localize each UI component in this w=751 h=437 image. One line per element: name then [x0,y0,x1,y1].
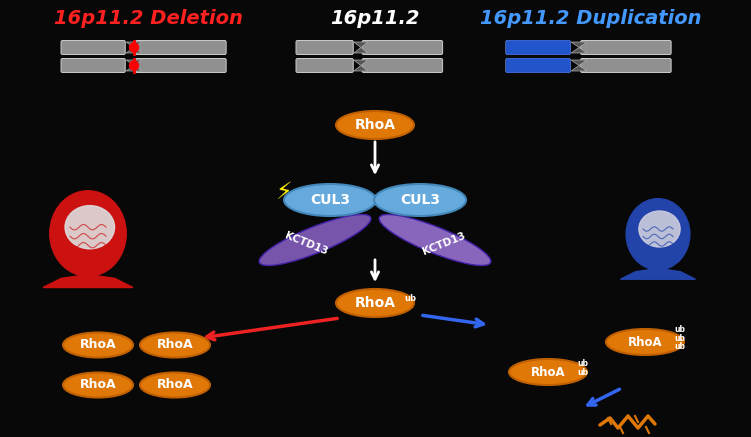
Polygon shape [354,60,368,66]
FancyBboxPatch shape [362,59,442,73]
Ellipse shape [606,329,684,355]
FancyBboxPatch shape [506,41,570,55]
Polygon shape [571,60,587,66]
Ellipse shape [626,199,690,270]
Text: ub
ub
ub: ub ub ub [674,325,686,351]
Polygon shape [126,48,142,53]
Polygon shape [43,276,133,288]
Text: RhoA: RhoA [531,365,566,378]
FancyBboxPatch shape [506,59,570,73]
Ellipse shape [336,289,414,317]
Text: CUL3: CUL3 [400,193,440,207]
FancyBboxPatch shape [136,41,226,55]
Text: ⚡: ⚡ [275,180,291,204]
Text: CUL3: CUL3 [310,193,350,207]
FancyBboxPatch shape [61,59,125,73]
Text: 16p11.2 Duplication: 16p11.2 Duplication [480,8,701,28]
Polygon shape [126,66,142,71]
Polygon shape [126,42,142,48]
Polygon shape [354,42,368,48]
Text: RhoA: RhoA [157,339,193,351]
Polygon shape [571,48,587,53]
Ellipse shape [259,215,371,266]
FancyBboxPatch shape [296,59,353,73]
Polygon shape [571,66,587,71]
Ellipse shape [65,205,115,249]
FancyBboxPatch shape [506,41,570,55]
Ellipse shape [284,184,376,216]
Ellipse shape [374,184,466,216]
FancyBboxPatch shape [506,59,570,73]
FancyBboxPatch shape [61,41,125,55]
Text: RhoA: RhoA [354,118,396,132]
Ellipse shape [639,211,680,247]
Text: 16p11.2: 16p11.2 [330,8,420,28]
Ellipse shape [509,359,587,385]
FancyBboxPatch shape [136,59,226,73]
Polygon shape [354,48,368,53]
FancyBboxPatch shape [296,41,353,55]
Text: 16p11.2 Deletion: 16p11.2 Deletion [53,8,243,28]
Ellipse shape [63,333,133,357]
Text: RhoA: RhoA [80,339,116,351]
Polygon shape [571,42,587,48]
Text: ub
ub: ub ub [578,360,589,377]
FancyBboxPatch shape [362,41,442,55]
Polygon shape [620,270,695,279]
Ellipse shape [379,215,491,266]
Ellipse shape [63,372,133,398]
Text: ub: ub [405,294,417,303]
Ellipse shape [140,372,210,398]
Text: KCTD13: KCTD13 [421,231,467,257]
Text: RhoA: RhoA [80,378,116,392]
Polygon shape [126,60,142,66]
Ellipse shape [140,333,210,357]
FancyBboxPatch shape [581,41,671,55]
Circle shape [129,61,138,70]
Circle shape [129,43,138,52]
Text: RhoA: RhoA [157,378,193,392]
Text: RhoA: RhoA [354,296,396,310]
Text: RhoA: RhoA [628,336,662,348]
Ellipse shape [336,111,414,139]
Ellipse shape [50,191,126,276]
Polygon shape [354,66,368,71]
FancyBboxPatch shape [581,59,671,73]
Text: KCTD13: KCTD13 [283,231,329,257]
